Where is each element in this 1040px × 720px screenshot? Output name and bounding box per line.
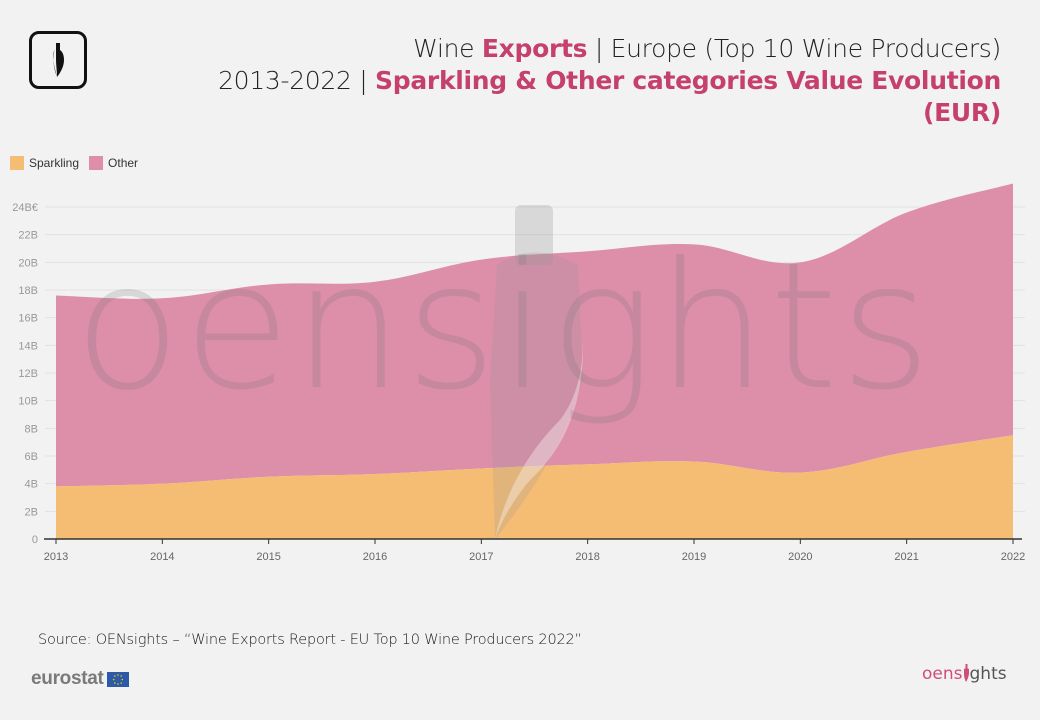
title-highlight: Sparkling & Other categories Value Evolu… — [375, 66, 1001, 95]
y-tick-label: 24B€ — [12, 202, 38, 214]
legend-swatch — [10, 156, 24, 170]
bottle-watermark-icon — [515, 205, 553, 265]
wine-bottle-icon — [53, 43, 64, 77]
y-tick-label: 14B — [18, 340, 38, 352]
chart-areas — [56, 183, 1013, 539]
x-tick-label: 2020 — [788, 551, 812, 563]
legend-item-sparkling[interactable]: Sparkling — [10, 156, 79, 170]
x-tick-label: 2016 — [363, 551, 387, 563]
bottle-watermark-icon — [490, 252, 583, 539]
x-axis: 2013 2014 2015 2016 2017 2018 2019 2020 2021 2022 — [44, 538, 1025, 563]
y-tick-label: 12B — [18, 368, 38, 380]
eu-flag-icon — [106, 671, 129, 687]
title-highlight: Exports — [481, 34, 588, 63]
y-tick-label: 0 — [32, 534, 38, 546]
y-tick-label: 22B — [18, 230, 38, 242]
y-axis: 0 2B 4B 6B 8B 10B 12B 14B 16B 18B 20B 22B 24B€ — [12, 202, 38, 546]
chart-title: Wine Exports | Europe (Top 10 Wine Produ… — [218, 33, 1001, 129]
eurostat-logo: eurostat — [31, 668, 129, 690]
y-tick-label: 6B — [25, 451, 38, 463]
x-tick-label: 2021 — [894, 551, 918, 563]
x-tick-label: 2017 — [469, 551, 493, 563]
legend-label: Other — [108, 156, 139, 170]
bottle-icon — [963, 664, 970, 682]
area-sparkling[interactable] — [56, 435, 1013, 539]
title-text: | Europe (Top 10 Wine Producers) — [587, 34, 1001, 63]
y-tick-label: 20B — [18, 257, 38, 269]
oensights-logo: oens ghts — [922, 664, 1007, 684]
area-other[interactable] — [56, 183, 1013, 487]
x-tick-label: 2022 — [1001, 551, 1025, 563]
y-tick-label: 10B — [18, 396, 38, 408]
bottle-highlight-icon — [495, 340, 584, 539]
x-tick-label: 2019 — [682, 551, 706, 563]
title-text: 2013-2022 | — [218, 66, 376, 95]
y-tick-label: 18B — [18, 285, 38, 297]
y-tick-label: 4B — [25, 479, 38, 491]
brand-text: oens — [922, 664, 963, 684]
title-text: Wine — [413, 34, 482, 63]
x-tick-label: 2014 — [150, 551, 174, 563]
y-tick-label: 2B — [25, 506, 38, 518]
brand-logo-icon — [29, 31, 87, 89]
x-tick-label: 2015 — [256, 551, 280, 563]
brand-text: ghts — [969, 664, 1007, 684]
source-note: Source: OENsights – “Wine Exports Report… — [38, 632, 582, 648]
legend-swatch — [89, 156, 104, 170]
x-tick-label: 2013 — [44, 551, 68, 563]
title-highlight: (EUR) — [923, 98, 1001, 127]
x-tick-label: 2018 — [575, 551, 599, 563]
legend-label: Sparkling — [29, 156, 80, 170]
legend-item-other[interactable]: Other — [89, 156, 138, 170]
y-tick-label: 8B — [25, 423, 38, 435]
chart-legend: Sparkling Other — [10, 156, 138, 170]
eurostat-label: eurostat — [31, 668, 104, 689]
y-tick-label: 16B — [18, 313, 38, 325]
